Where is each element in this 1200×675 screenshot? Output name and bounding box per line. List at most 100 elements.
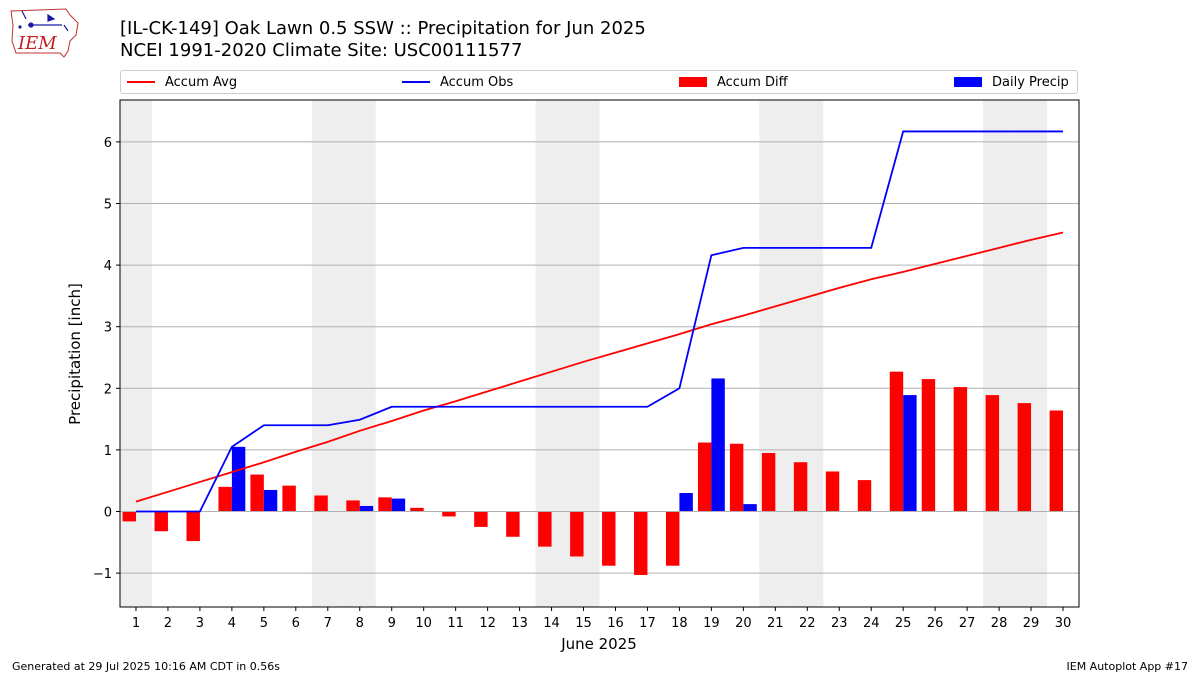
x-tick-label: 5 [260,616,268,631]
iowa-outline-icon [10,8,79,58]
weather-station-icon [18,10,69,32]
x-tick-label: 20 [735,616,752,631]
legend-label-daily-precip: Daily Precip [992,74,1069,90]
bar-accum-diff-day-27 [953,387,968,512]
x-tick-label: 2 [164,616,172,631]
line-accum-avg [135,231,1064,503]
shade-day-1 [120,100,152,607]
x-tick-label: 1 [132,616,140,631]
bar-accum-diff-day-13 [506,511,520,537]
bars [120,371,1079,575]
weekend-shading [120,100,1048,607]
bar-daily-precip-day-19 [711,378,725,512]
bar-accum-diff-day-2 [154,511,168,532]
legend-swatch-accum-obs [402,81,430,83]
y-tick-label: 2 [104,382,112,397]
legend-item-daily-precip: Daily Precip [954,71,1069,93]
bar-accum-diff-day-4 [218,486,232,512]
footer-generated: Generated at 29 Jul 2025 10:16 AM CDT in… [12,660,280,673]
line-accum-obs [135,130,1064,513]
x-tick-label: 27 [959,616,976,631]
bar-accum-diff-day-8 [346,500,360,512]
legend-swatch-daily-precip [954,77,982,87]
shade-day-7 [311,100,344,607]
y-ticks: −1 0 1 2 3 4 5 6 [93,136,120,582]
iem-logo: IEM [10,8,79,58]
legend-item-accum-obs: Accum Obs [402,71,513,93]
y-tick-label: 6 [104,136,112,151]
x-tick-label: 7 [324,616,332,631]
legend-item-accum-diff: Accum Diff [679,71,788,93]
bar-accum-diff-day-21 [761,452,776,512]
footer-app: IEM Autoplot App #17 [1066,660,1189,673]
x-tick-label: 16 [607,616,624,631]
chart-subtitle: NCEI 1991-2020 Climate Site: USC00111577 [120,40,523,61]
x-tick-label: 25 [895,616,912,631]
legend-label-accum-avg: Accum Avg [165,74,238,90]
bar-accum-diff-day-23 [825,471,840,512]
bar-accum-diff-day-6 [282,485,296,512]
x-tick-label: 10 [415,616,432,631]
bar-accum-diff-day-1 [122,511,136,522]
legend-label-accum-obs: Accum Obs [440,74,514,90]
bar-accum-diff-day-3 [186,511,200,542]
shade-day-21 [759,100,792,607]
x-tick-label: 28 [991,616,1008,631]
x-tick-label: 8 [356,616,364,631]
x-tick-label: 15 [575,616,592,631]
x-tick-label: 13 [511,616,528,631]
y-tick-label: 0 [104,506,112,521]
bar-accum-diff-day-28 [985,395,1000,512]
bar-accum-diff-day-5 [250,474,264,512]
x-tick-label: 3 [196,616,204,631]
shade-day-28 [983,100,1016,607]
bar-accum-diff-day-9 [378,497,392,512]
x-tick-label: 12 [479,616,496,631]
y-tick-label: 3 [104,321,112,336]
bar-daily-precip-day-4 [231,446,246,512]
plot-frame [119,99,1080,608]
bar-accum-diff-day-19 [697,442,712,512]
x-tick-label: 9 [388,616,396,631]
bar-accum-diff-day-29 [1017,403,1032,512]
legend: Accum Avg Accum Obs Accum Diff Daily Pre… [120,70,1078,94]
x-axis-label: June 2025 [560,635,637,653]
chart-title: [IL-CK-149] Oak Lawn 0.5 SSW :: Precipit… [120,18,646,39]
bar-accum-diff-day-25 [889,371,904,512]
bar-daily-precip-day-20 [743,504,757,512]
bar-accum-diff-day-17 [634,511,648,575]
x-tick-label: 14 [543,616,560,631]
x-tick-label: 22 [799,616,816,631]
bar-accum-diff-day-30 [1049,410,1064,512]
bar-daily-precip-day-18 [679,493,693,512]
x-tick-label: 30 [1055,616,1072,631]
legend-item-accum-avg: Accum Avg [127,71,237,93]
x-tick-label: 4 [228,616,236,631]
bar-accum-diff-day-16 [602,511,616,566]
bar-accum-diff-day-10 [410,507,424,512]
x-tick-label: 26 [927,616,944,631]
y-tick-label: 1 [104,444,112,459]
shade-day-29 [1015,100,1048,607]
bar-daily-precip-day-9 [391,498,406,512]
bar-accum-diff-day-26 [921,379,936,512]
x-tick-label: 29 [1023,616,1040,631]
bar-accum-diff-day-22 [793,462,808,512]
x-tick-label: 6 [292,616,300,631]
x-ticks: 1 2 3 4 5 6 7 8 9 10 11 12 13 14 15 16 17 18 19 20 21 22 23 24 2… [132,607,1071,631]
y-axis-label: Precipitation [inch] [66,283,84,425]
bar-accum-diff-day-7 [314,495,328,512]
x-tick-label: 18 [671,616,688,631]
x-tick-label: 24 [863,616,880,631]
bar-accum-diff-day-12 [474,511,488,527]
x-tick-label: 19 [703,616,720,631]
lines [135,130,1064,513]
bar-accum-diff-day-15 [570,511,584,557]
x-tick-label: 11 [447,616,464,631]
shade-day-8 [343,100,376,607]
logo-text: IEM [17,33,57,54]
y-tick-label: 5 [104,197,112,212]
bar-accum-diff-day-11 [442,511,456,517]
legend-swatch-accum-avg [127,81,155,83]
bar-accum-diff-day-24 [857,480,872,512]
